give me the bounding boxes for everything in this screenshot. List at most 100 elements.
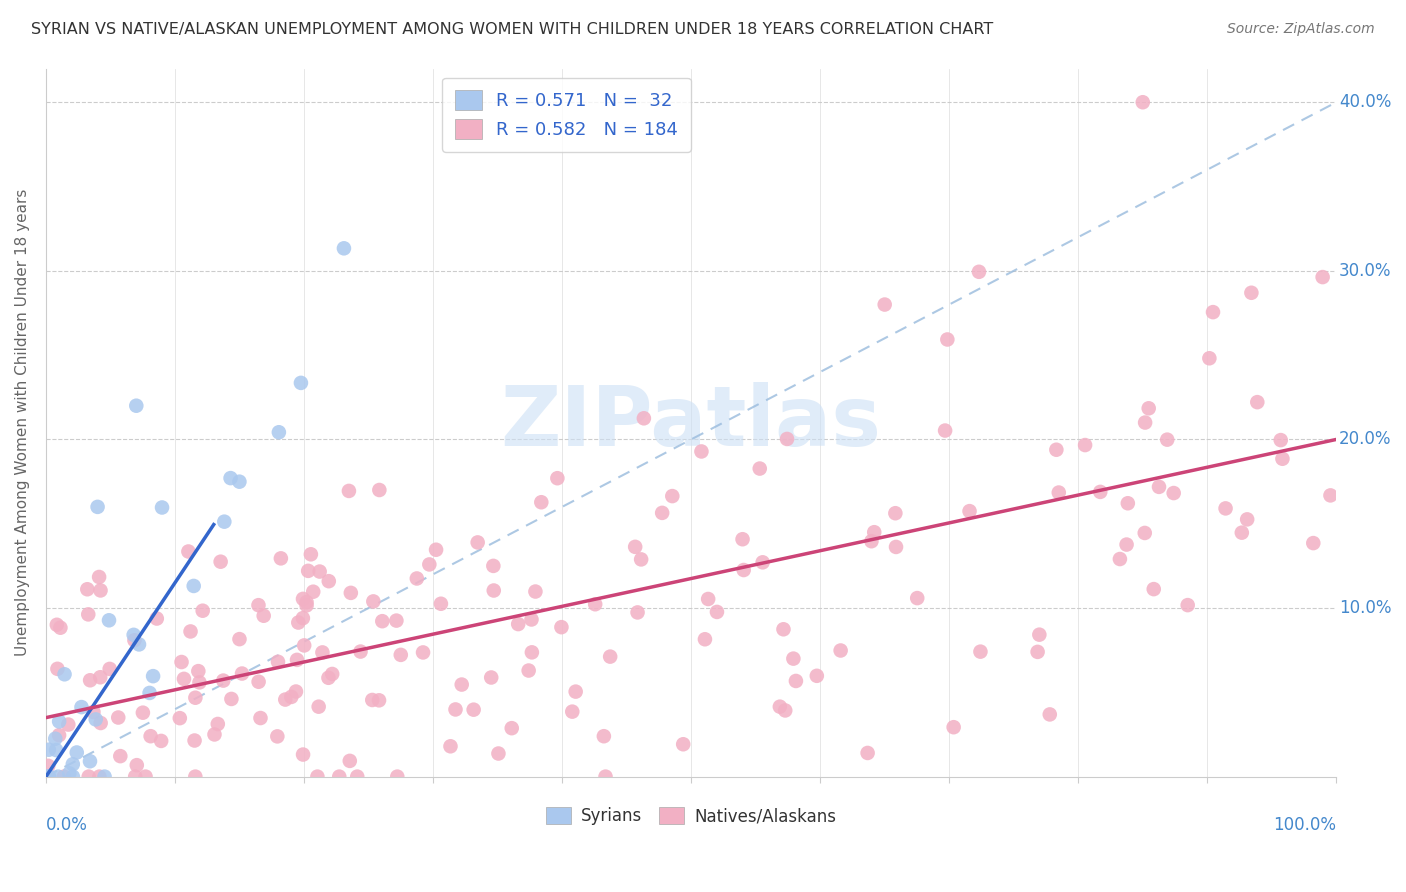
Point — [936, 333, 959, 347]
Point — [733, 563, 755, 577]
Point — [180, 624, 202, 639]
Point — [782, 651, 804, 665]
Point — [368, 483, 391, 497]
Point — [626, 606, 648, 620]
Point — [228, 632, 250, 647]
Point — [561, 705, 583, 719]
Point — [1202, 305, 1225, 319]
Point — [661, 489, 683, 503]
Point — [748, 461, 770, 475]
Y-axis label: Unemployment Among Women with Children Under 18 years: Unemployment Among Women with Children U… — [15, 189, 30, 657]
Point — [249, 711, 271, 725]
Point — [1156, 433, 1178, 447]
Point — [311, 645, 333, 659]
Point — [564, 684, 586, 698]
Point — [731, 533, 754, 547]
Point — [1302, 536, 1324, 550]
Point — [773, 703, 796, 717]
Point — [280, 690, 302, 704]
Point — [295, 599, 318, 613]
Point — [467, 535, 489, 549]
Point — [1115, 538, 1137, 552]
Point — [292, 591, 315, 606]
Point — [285, 653, 308, 667]
Point — [214, 515, 236, 529]
Point — [624, 540, 647, 554]
Point — [266, 730, 288, 744]
Point — [517, 664, 540, 678]
Point — [84, 713, 107, 727]
Point — [969, 645, 991, 659]
Point — [184, 770, 207, 784]
Point — [1047, 485, 1070, 500]
Point — [124, 770, 146, 784]
Point — [1236, 512, 1258, 526]
Point — [1132, 95, 1154, 110]
Point — [45, 743, 67, 757]
Point — [87, 570, 110, 584]
Text: 100.0%: 100.0% — [1274, 815, 1336, 833]
Point — [90, 716, 112, 731]
Point — [1090, 484, 1112, 499]
Point — [1319, 488, 1341, 502]
Point — [346, 770, 368, 784]
Point — [412, 645, 434, 659]
Point — [122, 628, 145, 642]
Point — [138, 686, 160, 700]
Point — [77, 607, 100, 622]
Point — [267, 655, 290, 669]
Point — [318, 574, 340, 589]
Point — [339, 754, 361, 768]
Point — [967, 265, 990, 279]
Point — [132, 706, 155, 720]
Point — [595, 770, 617, 784]
Point — [959, 504, 981, 518]
Point — [128, 637, 150, 651]
Point — [58, 717, 80, 731]
Point — [488, 747, 510, 761]
Point — [1039, 707, 1062, 722]
Point — [46, 770, 69, 784]
Point — [785, 673, 807, 688]
Point — [48, 728, 70, 742]
Point — [231, 666, 253, 681]
Point — [550, 620, 572, 634]
Point — [1133, 525, 1156, 540]
Point — [146, 611, 169, 625]
Point — [79, 754, 101, 768]
Point — [425, 542, 447, 557]
Point — [270, 551, 292, 566]
Point — [385, 614, 408, 628]
Point — [1198, 351, 1220, 366]
Point — [124, 633, 146, 648]
Point — [1240, 285, 1263, 300]
Point — [173, 672, 195, 686]
Point — [52, 770, 75, 784]
Point — [546, 471, 568, 485]
Point — [89, 770, 111, 784]
Point — [482, 558, 505, 573]
Point — [651, 506, 673, 520]
Point — [444, 702, 467, 716]
Point — [630, 552, 652, 566]
Point — [191, 604, 214, 618]
Point — [290, 376, 312, 390]
Text: 0.0%: 0.0% — [46, 815, 87, 833]
Point — [592, 729, 614, 743]
Point — [1116, 496, 1139, 510]
Point — [1215, 501, 1237, 516]
Point — [77, 770, 100, 784]
Point — [371, 614, 394, 628]
Point — [302, 584, 325, 599]
Point — [418, 558, 440, 572]
Point — [942, 720, 965, 734]
Point — [79, 673, 101, 688]
Point — [135, 770, 157, 784]
Point — [150, 734, 173, 748]
Point — [44, 731, 66, 746]
Point — [177, 544, 200, 558]
Point — [125, 399, 148, 413]
Point — [1270, 433, 1292, 447]
Point — [107, 710, 129, 724]
Point — [1109, 552, 1132, 566]
